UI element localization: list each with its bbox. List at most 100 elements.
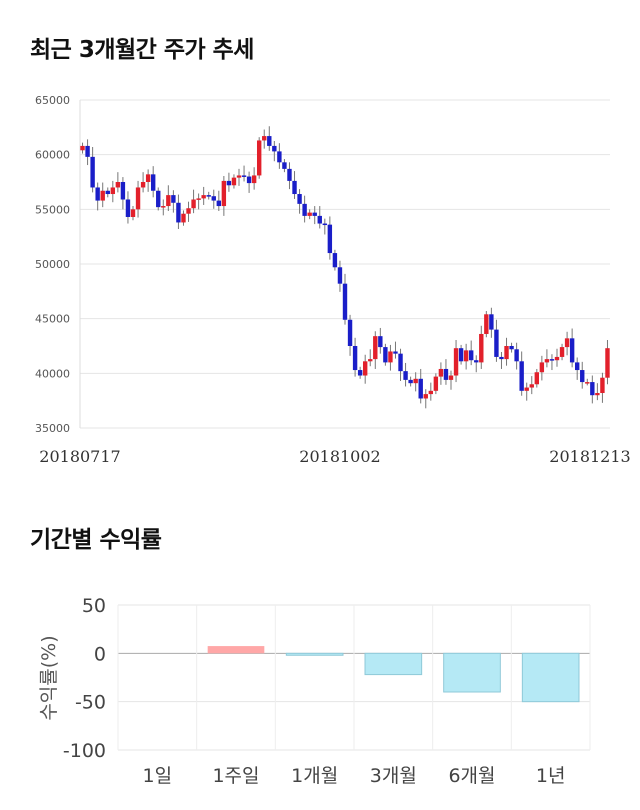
candle-body [418,378,423,399]
candle-body [221,180,227,207]
candle-body [90,156,95,188]
candle-body [216,200,222,207]
candle-body [564,338,570,348]
candle-body [322,223,328,226]
candle-body [398,353,403,372]
candle-body [307,212,312,216]
candle-body [85,145,90,157]
candle-body [428,390,434,395]
return-bar [364,652,423,676]
candle-body [357,370,363,376]
candle-body [448,375,454,380]
candle-body [251,175,257,184]
candle-body [514,349,519,362]
y-tick-label: 45000 [35,313,70,326]
candle-body [574,362,580,371]
candle-body [267,136,272,146]
candle-body [458,348,464,362]
candle-body [494,329,499,357]
candle-body [580,370,585,383]
candle-body [585,382,590,384]
candle-body [302,203,307,216]
candlestick-chart: 35000 40000 45000 50000 55000 60000 65000 20180… [35,94,631,466]
y-tick-label: 35000 [35,422,70,435]
y-tick-label: 40000 [35,367,70,380]
candle-body [312,212,317,216]
return-bar [285,652,344,656]
candle-body [468,350,474,361]
candle-body [110,187,116,195]
candle-body [474,360,479,363]
candle-body [408,379,413,384]
candle-body [378,336,383,348]
candle-body [595,393,600,396]
candle-body [272,145,277,152]
candle-body [433,376,439,391]
candle-body [156,190,161,208]
candle-body [479,333,484,363]
candle-body [504,346,509,360]
candle-body [443,368,449,380]
y-tick-label: -50 [75,692,106,714]
y-tick-label: 50 [82,595,106,617]
candle-body [347,319,353,346]
candle-body [166,195,171,207]
candle-body [484,314,489,334]
candle-body [569,338,575,363]
candle-body [256,140,262,176]
candle-body [196,198,201,200]
candle-body [80,145,85,151]
y-tick-label: 60000 [35,149,70,162]
x-tick-label: 20181002 [299,447,380,466]
x-tick-label: 20181213 [549,447,630,466]
candle-body [605,348,610,378]
candle-body [181,213,186,223]
candle-body [120,182,126,200]
x-tick-label: 1일 [143,765,173,787]
candle-body [539,362,545,373]
candle-body [211,196,216,201]
candle-body [600,377,605,394]
candle-body [161,206,166,208]
candle-body [403,371,408,380]
candle-body [438,368,444,377]
candle-body [317,215,322,224]
candle-body [373,336,378,360]
candle-body [287,168,292,181]
candle-body [393,351,398,354]
candle-body [519,361,524,391]
candle-body [368,359,373,362]
candle-body [231,177,237,186]
y-tick-label: 65000 [35,94,70,107]
candle-body [544,359,550,363]
candle-body [549,359,555,361]
candle-body [590,382,595,396]
candle-body [529,384,534,388]
stock-trend-title: 최근 3개월간 주가 추세 [30,37,254,63]
candle-body [140,182,146,188]
candle-body [135,187,141,210]
candle-body [201,195,206,199]
candle-body [246,176,252,184]
x-tick-label: 1개월 [291,765,338,787]
return-bar [207,646,265,654]
candle-body [130,209,136,217]
candle-body [383,347,388,363]
candle-body [105,190,110,195]
candle-body [453,348,459,376]
period-return-title: 기간별 수익률 [30,527,162,553]
candle-body [337,267,343,284]
candle-body [115,182,121,188]
y-tick-label: 0 [94,643,106,665]
x-tick-label: 20180717 [39,447,120,466]
candle-body [277,151,282,163]
candle-body [388,351,393,363]
candle-body [176,202,181,223]
candle-body [292,180,297,195]
candle-body [236,175,242,178]
candle-body [559,347,565,357]
return-bar [443,652,501,693]
candle-body [463,350,469,362]
candle-body [125,199,131,217]
x-tick-label: 1주일 [212,765,259,787]
